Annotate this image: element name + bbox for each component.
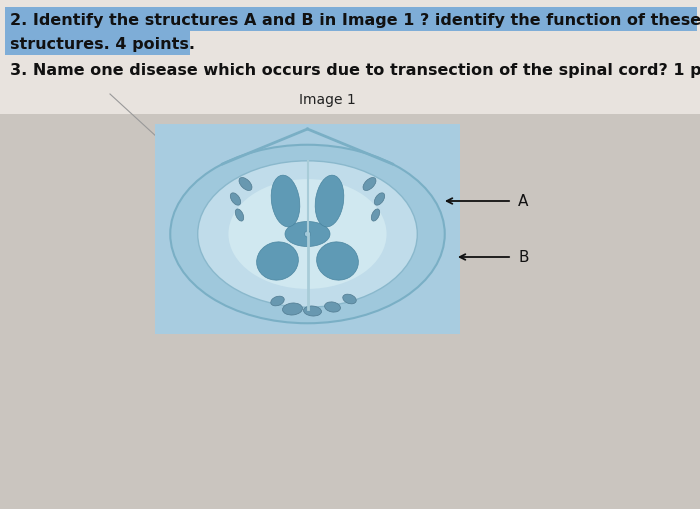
Bar bbox=[0, 0, 700, 120]
Ellipse shape bbox=[374, 193, 385, 206]
Ellipse shape bbox=[325, 302, 340, 313]
Bar bbox=[155, 125, 460, 334]
Bar bbox=[5, 8, 697, 32]
Ellipse shape bbox=[285, 222, 330, 247]
Bar bbox=[0, 115, 700, 509]
Text: structures. 4 points.: structures. 4 points. bbox=[10, 37, 195, 51]
Ellipse shape bbox=[197, 161, 417, 307]
Text: A: A bbox=[518, 194, 528, 209]
Ellipse shape bbox=[271, 176, 300, 228]
Ellipse shape bbox=[283, 303, 302, 316]
Ellipse shape bbox=[235, 210, 244, 221]
Ellipse shape bbox=[228, 180, 386, 289]
Text: B: B bbox=[518, 250, 528, 265]
Ellipse shape bbox=[170, 146, 444, 324]
Ellipse shape bbox=[315, 176, 344, 228]
Text: 3. Name one disease which occurs due to transection of the spinal cord? 1 point.: 3. Name one disease which occurs due to … bbox=[10, 63, 700, 77]
Ellipse shape bbox=[363, 178, 376, 191]
Ellipse shape bbox=[230, 193, 241, 206]
Ellipse shape bbox=[257, 242, 298, 280]
Ellipse shape bbox=[316, 242, 358, 280]
Text: Image 1: Image 1 bbox=[299, 93, 356, 107]
Ellipse shape bbox=[239, 178, 252, 191]
Ellipse shape bbox=[271, 297, 284, 306]
Ellipse shape bbox=[304, 306, 321, 317]
Ellipse shape bbox=[371, 210, 379, 221]
Ellipse shape bbox=[343, 295, 356, 304]
Bar bbox=[5, 32, 190, 56]
Circle shape bbox=[304, 232, 311, 238]
Text: 2. Identify the structures A and B in Image 1 ? identify the function of these: 2. Identify the structures A and B in Im… bbox=[10, 13, 700, 27]
